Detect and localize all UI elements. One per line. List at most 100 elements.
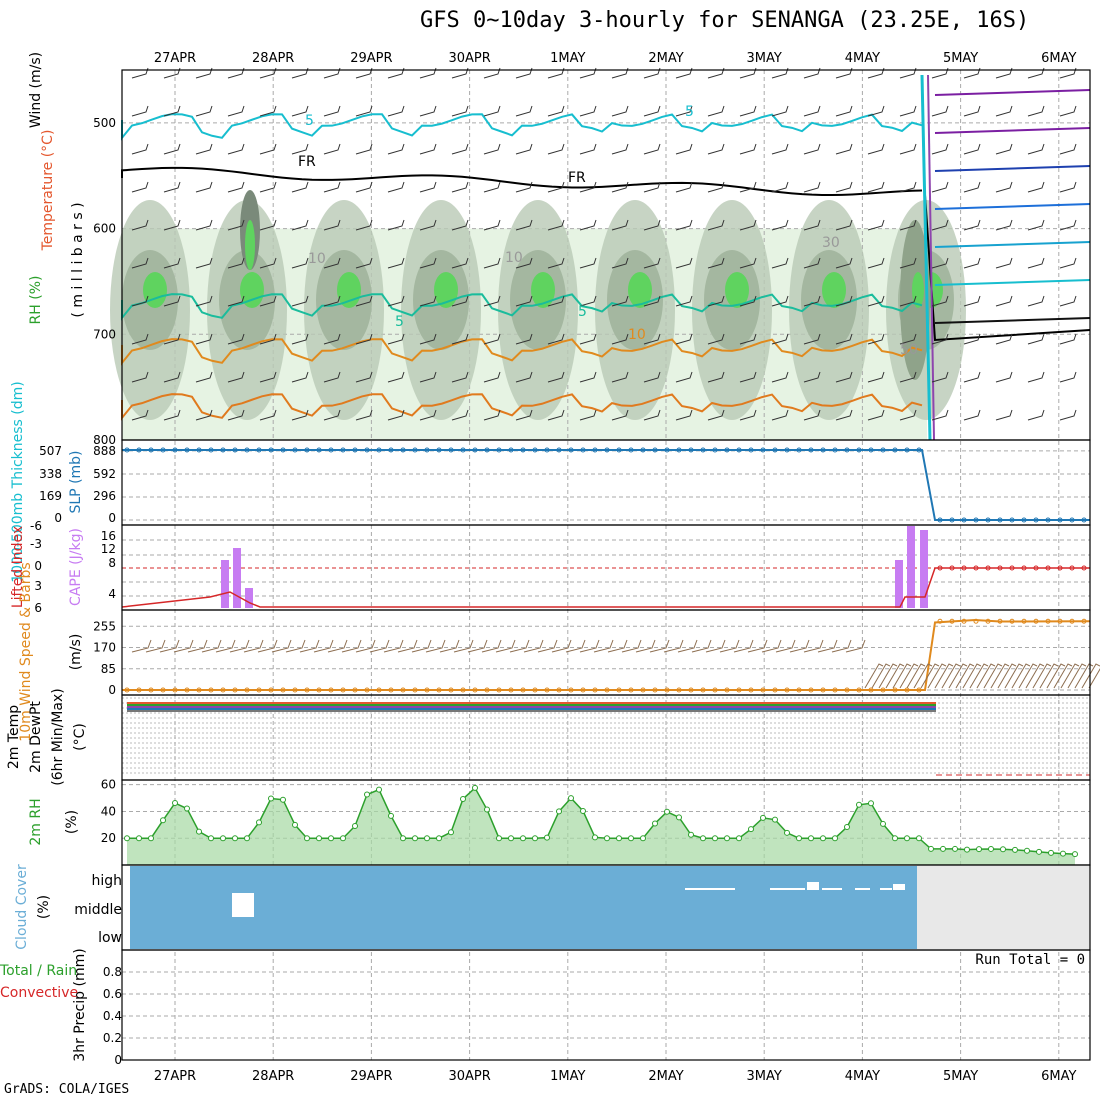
cape-ylabel: CAPE (J/kg)	[68, 528, 84, 606]
wind-barb	[931, 333, 949, 345]
wind-barb	[547, 257, 565, 269]
contour-label: 10	[628, 327, 646, 343]
rh-point	[184, 805, 190, 812]
wind-barb	[771, 257, 789, 269]
slp-point	[736, 447, 742, 453]
rh-point	[208, 835, 214, 842]
rh-point	[1024, 847, 1030, 854]
wind-speed-point	[472, 687, 478, 693]
wind-barb	[547, 371, 565, 383]
bottom-date-label: 1MAY	[550, 1069, 585, 1084]
wind-barb	[1059, 295, 1077, 307]
rh-high-blob	[725, 272, 749, 308]
lifted-index-point	[1045, 565, 1051, 571]
top-date-label: 1MAY	[550, 51, 585, 66]
wind-barb	[675, 333, 693, 345]
contour-label: 50	[900, 342, 918, 358]
wind-speed-point	[484, 687, 490, 693]
rh-area	[127, 787, 1075, 865]
slp-point	[556, 447, 562, 453]
slp-point	[412, 447, 418, 453]
wind-barb-10m	[355, 639, 376, 653]
slp-point	[748, 447, 754, 453]
wind-speed-point	[832, 687, 838, 693]
wind-barb	[931, 257, 949, 269]
wind-speed-point	[760, 687, 766, 693]
wind-barb-10m	[747, 639, 768, 653]
wind-barb-10m	[299, 639, 320, 653]
wind-barb	[195, 143, 213, 155]
wind-barb	[259, 371, 277, 383]
wind-barb-10m	[817, 639, 838, 653]
wind-speed-point	[328, 687, 334, 693]
wind-barb	[643, 181, 661, 193]
thickness-tick: 507	[39, 444, 62, 458]
slp-point	[136, 447, 142, 453]
wind-speed-point	[460, 687, 466, 693]
wind-barb	[387, 105, 405, 117]
wind-speed-point	[544, 687, 550, 693]
wind-barb	[419, 219, 437, 231]
lifted-index-point	[937, 565, 943, 571]
lifted-index-line	[121, 567, 1090, 608]
wind-speed-point	[172, 687, 178, 693]
slp-ylabel: SLP (mb)	[68, 450, 84, 513]
upper-right-contour	[934, 165, 1091, 172]
wind-barb	[963, 143, 981, 155]
wind-barb-10m	[920, 663, 940, 689]
wind-barb	[419, 181, 437, 193]
cloud-clear-block	[880, 888, 892, 890]
wind-barb	[163, 295, 181, 307]
slp-point	[448, 447, 454, 453]
wind-barb	[643, 257, 661, 269]
wind-speed-point	[292, 687, 298, 693]
wind-barb-10m	[1032, 663, 1052, 689]
wind-barb	[195, 371, 213, 383]
wind-barb	[259, 181, 277, 193]
lifted-index-point	[1081, 565, 1087, 571]
wind-barb	[995, 295, 1013, 307]
slp-point	[256, 447, 262, 453]
wind-barb	[739, 333, 757, 345]
wind-barb	[963, 181, 981, 193]
lifted-index-point	[1069, 565, 1075, 571]
wind-barb	[675, 181, 693, 193]
slp-point	[616, 447, 622, 453]
wind-barb	[707, 333, 725, 345]
slp-point	[1021, 517, 1027, 523]
wind-tick: 0	[108, 683, 116, 697]
rh-high-blob	[337, 272, 361, 308]
wind-barb	[995, 219, 1013, 231]
cape-bar	[233, 548, 241, 608]
wind-barb	[611, 105, 629, 117]
slp-point	[664, 447, 670, 453]
wind-barb	[803, 143, 821, 155]
rh-point	[244, 835, 250, 842]
wind-barb	[835, 409, 853, 421]
rh-point	[868, 800, 874, 807]
upper-ylabel: RH (%)	[28, 276, 44, 325]
wind-barb	[867, 333, 885, 345]
wind-barb-10m	[313, 639, 334, 653]
wind-barb	[803, 371, 821, 383]
wind-tick: 255	[93, 619, 116, 633]
wind-barb	[1027, 295, 1045, 307]
wind-barb	[611, 219, 629, 231]
wind-barb	[675, 295, 693, 307]
rh-point	[700, 835, 706, 842]
wind-barb	[547, 181, 565, 193]
wind-barb	[419, 295, 437, 307]
rh-point	[532, 835, 538, 842]
lifted-index-tick: 3	[34, 579, 42, 593]
wind-barb	[227, 295, 245, 307]
wind-barb	[963, 105, 981, 117]
wind-barb	[899, 295, 917, 307]
wind-barb-10m	[733, 639, 754, 653]
wind-speed-point	[148, 687, 154, 693]
rh-point	[928, 845, 934, 852]
slp-point	[985, 517, 991, 523]
wind-barb	[995, 371, 1013, 383]
rh-point	[460, 795, 466, 802]
wind-barb	[579, 295, 597, 307]
slp-point	[652, 447, 658, 453]
